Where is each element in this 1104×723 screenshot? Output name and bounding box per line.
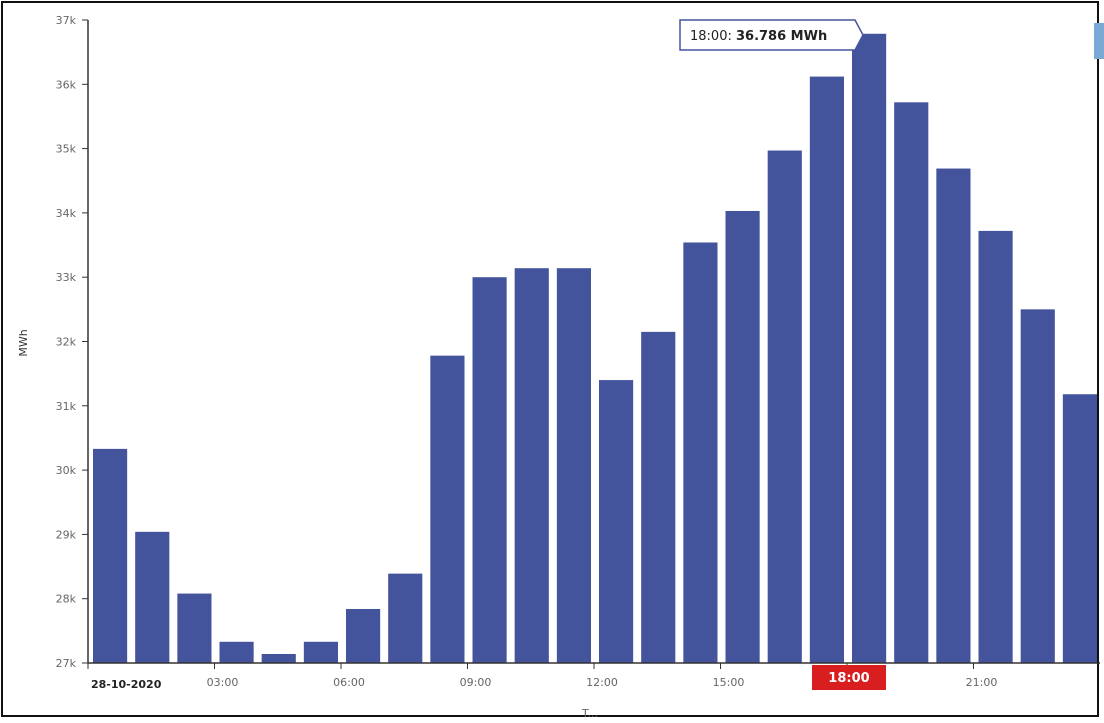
x-axis-title: T... [581,707,598,719]
tooltip-time: 18:00: [690,29,736,44]
bar[interactable] [894,102,929,663]
x-tick-label: 09:00 [460,676,492,689]
bar[interactable] [767,150,802,664]
bar[interactable] [261,653,296,663]
bars-group [93,33,1097,664]
x-axis: 28-10-2020 03:00 06:00 09:00 12:00 15:00 18:00… [87,662,1100,719]
x-tick-label: 03:00 [207,676,239,689]
bar[interactable] [1062,394,1097,663]
tooltip-value: 36.786 MWh [736,29,827,44]
bar[interactable] [514,268,549,663]
bar[interactable] [430,355,465,663]
x-tick-label: 06:00 [333,676,365,689]
y-tick-label: 30k [56,464,77,477]
bar[interactable] [978,230,1013,664]
x-tick-label: 12:00 [586,676,618,689]
bar[interactable] [1020,309,1055,663]
y-tick-label: 27k [56,657,77,670]
x-tick-label: 21:00 [966,676,998,689]
y-tick-label: 29k [56,528,77,541]
bar[interactable] [809,76,844,664]
bar[interactable] [135,531,170,663]
bar[interactable] [641,331,676,663]
bar[interactable] [346,608,381,663]
bar[interactable] [219,641,254,663]
highlight-label-bg [812,665,886,690]
x-date-label: 28-10-2020 [91,678,162,691]
bar[interactable] [936,168,971,663]
y-tick-label: 37k [56,14,77,27]
y-axis: 27k 28k 29k 30k 31k 32k 33k 34k 35k 36k 37k [56,14,89,670]
bar[interactable] [177,593,212,663]
highlight-x-label: 18:00 [828,671,869,686]
bar[interactable] [93,448,128,663]
bar[interactable] [683,242,718,663]
bar[interactable] [852,33,887,664]
bar[interactable] [388,573,423,663]
y-axis-title: MWh [17,329,30,356]
y-tick-label: 32k [56,336,77,349]
side-tab[interactable] [1094,23,1104,59]
bar[interactable] [599,380,634,663]
y-tick-label: 31k [56,400,77,413]
bar[interactable] [556,268,591,663]
x-tick-label: 15:00 [713,676,745,689]
tooltip: 18:00: 36.786 MWh [679,19,864,51]
y-tick-label: 35k [56,143,77,156]
y-tick-label: 34k [56,207,77,220]
tooltip-box [679,19,864,51]
bar[interactable] [725,210,760,663]
tooltip-text: 18:00: 36.786 MWh [690,29,827,44]
bar-chart: 27k 28k 29k 30k 31k 32k 33k 34k 35k 36k 37k MWh 28… [17,14,1100,719]
y-tick-label: 28k [56,593,77,606]
bar[interactable] [472,277,507,663]
bar[interactable] [303,641,338,663]
y-tick-label: 36k [56,78,77,91]
y-tick-label: 33k [56,271,77,284]
